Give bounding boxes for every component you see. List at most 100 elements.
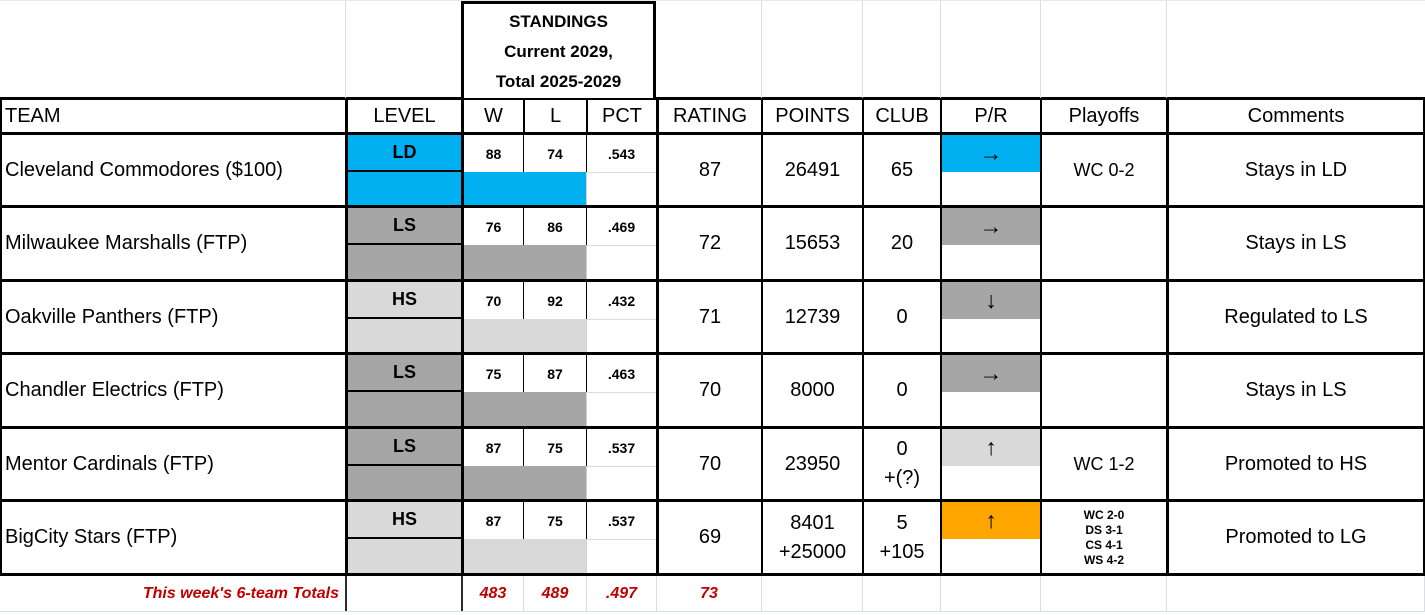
cell-pr-2[interactable]: →: [940, 208, 1040, 279]
totals-points-empty[interactable]: [761, 576, 862, 611]
totals-losses[interactable]: 489: [523, 576, 586, 611]
cell-pct-5[interactable]: .537: [586, 429, 656, 499]
cell-losses-3[interactable]: 92: [523, 282, 586, 319]
level-color-fill: [348, 319, 461, 352]
pct-value: .543: [586, 135, 656, 172]
down-arrow-icon: ↓: [985, 287, 997, 313]
cell-wins-2[interactable]: 76: [461, 208, 523, 245]
cell-rating-5[interactable]: 70: [656, 429, 761, 499]
cell-playoffs-1[interactable]: WC 0-2: [1040, 135, 1166, 205]
cell-club-4[interactable]: 0: [862, 355, 940, 426]
standings-title-box[interactable]: STANDINGS Current 2029, Total 2025-2029: [461, 1, 656, 98]
cell-comments-2[interactable]: Stays in LS: [1166, 208, 1425, 279]
cell-wins-3[interactable]: 70: [461, 282, 523, 319]
totals-rating[interactable]: 73: [656, 576, 761, 611]
totals-comments-empty[interactable]: [1166, 576, 1425, 611]
cell-level-1[interactable]: LD: [345, 135, 461, 205]
cell-team-6[interactable]: BigCity Stars (FTP): [0, 502, 345, 573]
cell-wins-1[interactable]: 88: [461, 135, 523, 172]
header-club[interactable]: CLUB: [862, 100, 940, 132]
cell-rating-4[interactable]: 70: [656, 355, 761, 426]
header-pct[interactable]: PCT: [586, 100, 656, 132]
cell-comments-3[interactable]: Regulated to LS: [1166, 282, 1425, 352]
cell-comments-1[interactable]: Stays in LD: [1166, 135, 1425, 205]
cell-level-6[interactable]: HS: [345, 502, 461, 573]
cell-pct-2[interactable]: .469: [586, 208, 656, 279]
title-line-3: Total 2025-2029: [495, 72, 622, 91]
cell-team-4[interactable]: Chandler Electrics (FTP): [0, 355, 345, 426]
totals-wins[interactable]: 483: [461, 576, 523, 611]
cell-wins-5[interactable]: 87: [461, 429, 523, 466]
cell-rating-2[interactable]: 72: [656, 208, 761, 279]
cell-club-1[interactable]: 65: [862, 135, 940, 205]
cell-pct-4[interactable]: .463: [586, 355, 656, 426]
cell-team-2[interactable]: Milwaukee Marshalls (FTP): [0, 208, 345, 279]
totals-label[interactable]: This week's 6-team Totals: [142, 584, 339, 602]
cell-wl-3: 70 92: [461, 282, 586, 352]
cell-wins-6[interactable]: 87: [461, 502, 523, 539]
cell-pr-4[interactable]: →: [940, 355, 1040, 426]
cell-level-5[interactable]: LS: [345, 429, 461, 499]
cell-club-6[interactable]: 5 +105: [862, 502, 940, 573]
cell-club-3[interactable]: 0: [862, 282, 940, 352]
cell-team-3[interactable]: Oakville Panthers (FTP): [0, 282, 345, 352]
cell-club-2[interactable]: 20: [862, 208, 940, 279]
cell-level-2[interactable]: LS: [345, 208, 461, 279]
cell-playoffs-4[interactable]: [1040, 355, 1166, 426]
cell-team-1[interactable]: Cleveland Commodores ($100): [0, 135, 345, 205]
cell-rating-6[interactable]: 69: [656, 502, 761, 573]
cell-pct-6[interactable]: .537: [586, 502, 656, 573]
cell-playoffs-5[interactable]: WC 1-2: [1040, 429, 1166, 499]
totals-pct[interactable]: .497: [586, 576, 656, 611]
totals-playoffs-empty[interactable]: [1040, 576, 1166, 611]
playoffs-line: WS 4-2: [1083, 552, 1124, 567]
cell-comments-5[interactable]: Promoted to HS: [1166, 429, 1425, 499]
header-playoffs[interactable]: Playoffs: [1040, 100, 1166, 132]
cell-level-3[interactable]: HS: [345, 282, 461, 352]
cell-team-5[interactable]: Mentor Cardinals (FTP): [0, 429, 345, 499]
cell-points-5[interactable]: 23950: [761, 429, 862, 499]
cell-losses-2[interactable]: 86: [523, 208, 586, 245]
header-comments[interactable]: Comments: [1166, 100, 1425, 132]
cell-pr-5[interactable]: ↑: [940, 429, 1040, 499]
cell-losses-1[interactable]: 74: [523, 135, 586, 172]
cell-pct-1[interactable]: .543: [586, 135, 656, 205]
points-line: 26491: [784, 158, 841, 181]
header-losses[interactable]: L: [523, 100, 586, 132]
cell-club-5[interactable]: 0 +(?): [862, 429, 940, 499]
points-line: 15653: [784, 232, 841, 254]
totals-level-empty[interactable]: [345, 576, 461, 611]
top-strip: STANDINGS Current 2029, Total 2025-2029: [0, 0, 1425, 98]
cell-points-3[interactable]: 12739: [761, 282, 862, 352]
cell-points-4[interactable]: 8000: [761, 355, 862, 426]
cell-losses-5[interactable]: 75: [523, 429, 586, 466]
club-line: 0: [896, 379, 908, 401]
cell-playoffs-6[interactable]: WC 2-0 DS 3-1 CS 4-1 WS 4-2: [1040, 502, 1166, 573]
cell-comments-4[interactable]: Stays in LS: [1166, 355, 1425, 426]
cell-losses-4[interactable]: 87: [523, 355, 586, 392]
cell-pr-1[interactable]: →: [940, 135, 1040, 205]
header-points[interactable]: POINTS: [761, 100, 862, 132]
cell-pct-3[interactable]: .432: [586, 282, 656, 352]
cell-playoffs-3[interactable]: [1040, 282, 1166, 352]
cell-pr-3[interactable]: ↓: [940, 282, 1040, 352]
cell-playoffs-2[interactable]: [1040, 208, 1166, 279]
cell-pr-6[interactable]: ↑: [940, 502, 1040, 573]
cell-points-2[interactable]: 15653: [761, 208, 862, 279]
cell-rating-3[interactable]: 71: [656, 282, 761, 352]
totals-club-empty[interactable]: [862, 576, 940, 611]
cell-rating-1[interactable]: 87: [656, 135, 761, 205]
header-team[interactable]: TEAM: [0, 100, 345, 132]
header-level[interactable]: LEVEL: [345, 100, 461, 132]
header-wins[interactable]: W: [461, 100, 523, 132]
right-arrow-icon: →: [979, 213, 1003, 239]
cell-wins-4[interactable]: 75: [461, 355, 523, 392]
cell-comments-6[interactable]: Promoted to LG: [1166, 502, 1425, 573]
header-promotion-relegation[interactable]: P/R: [940, 100, 1040, 132]
header-rating[interactable]: RATING: [656, 100, 761, 132]
totals-pr-empty[interactable]: [940, 576, 1040, 611]
cell-level-4[interactable]: LS: [345, 355, 461, 426]
cell-losses-6[interactable]: 75: [523, 502, 586, 539]
cell-points-6[interactable]: 8401 +25000: [761, 502, 862, 573]
cell-points-1[interactable]: 26491: [761, 135, 862, 205]
